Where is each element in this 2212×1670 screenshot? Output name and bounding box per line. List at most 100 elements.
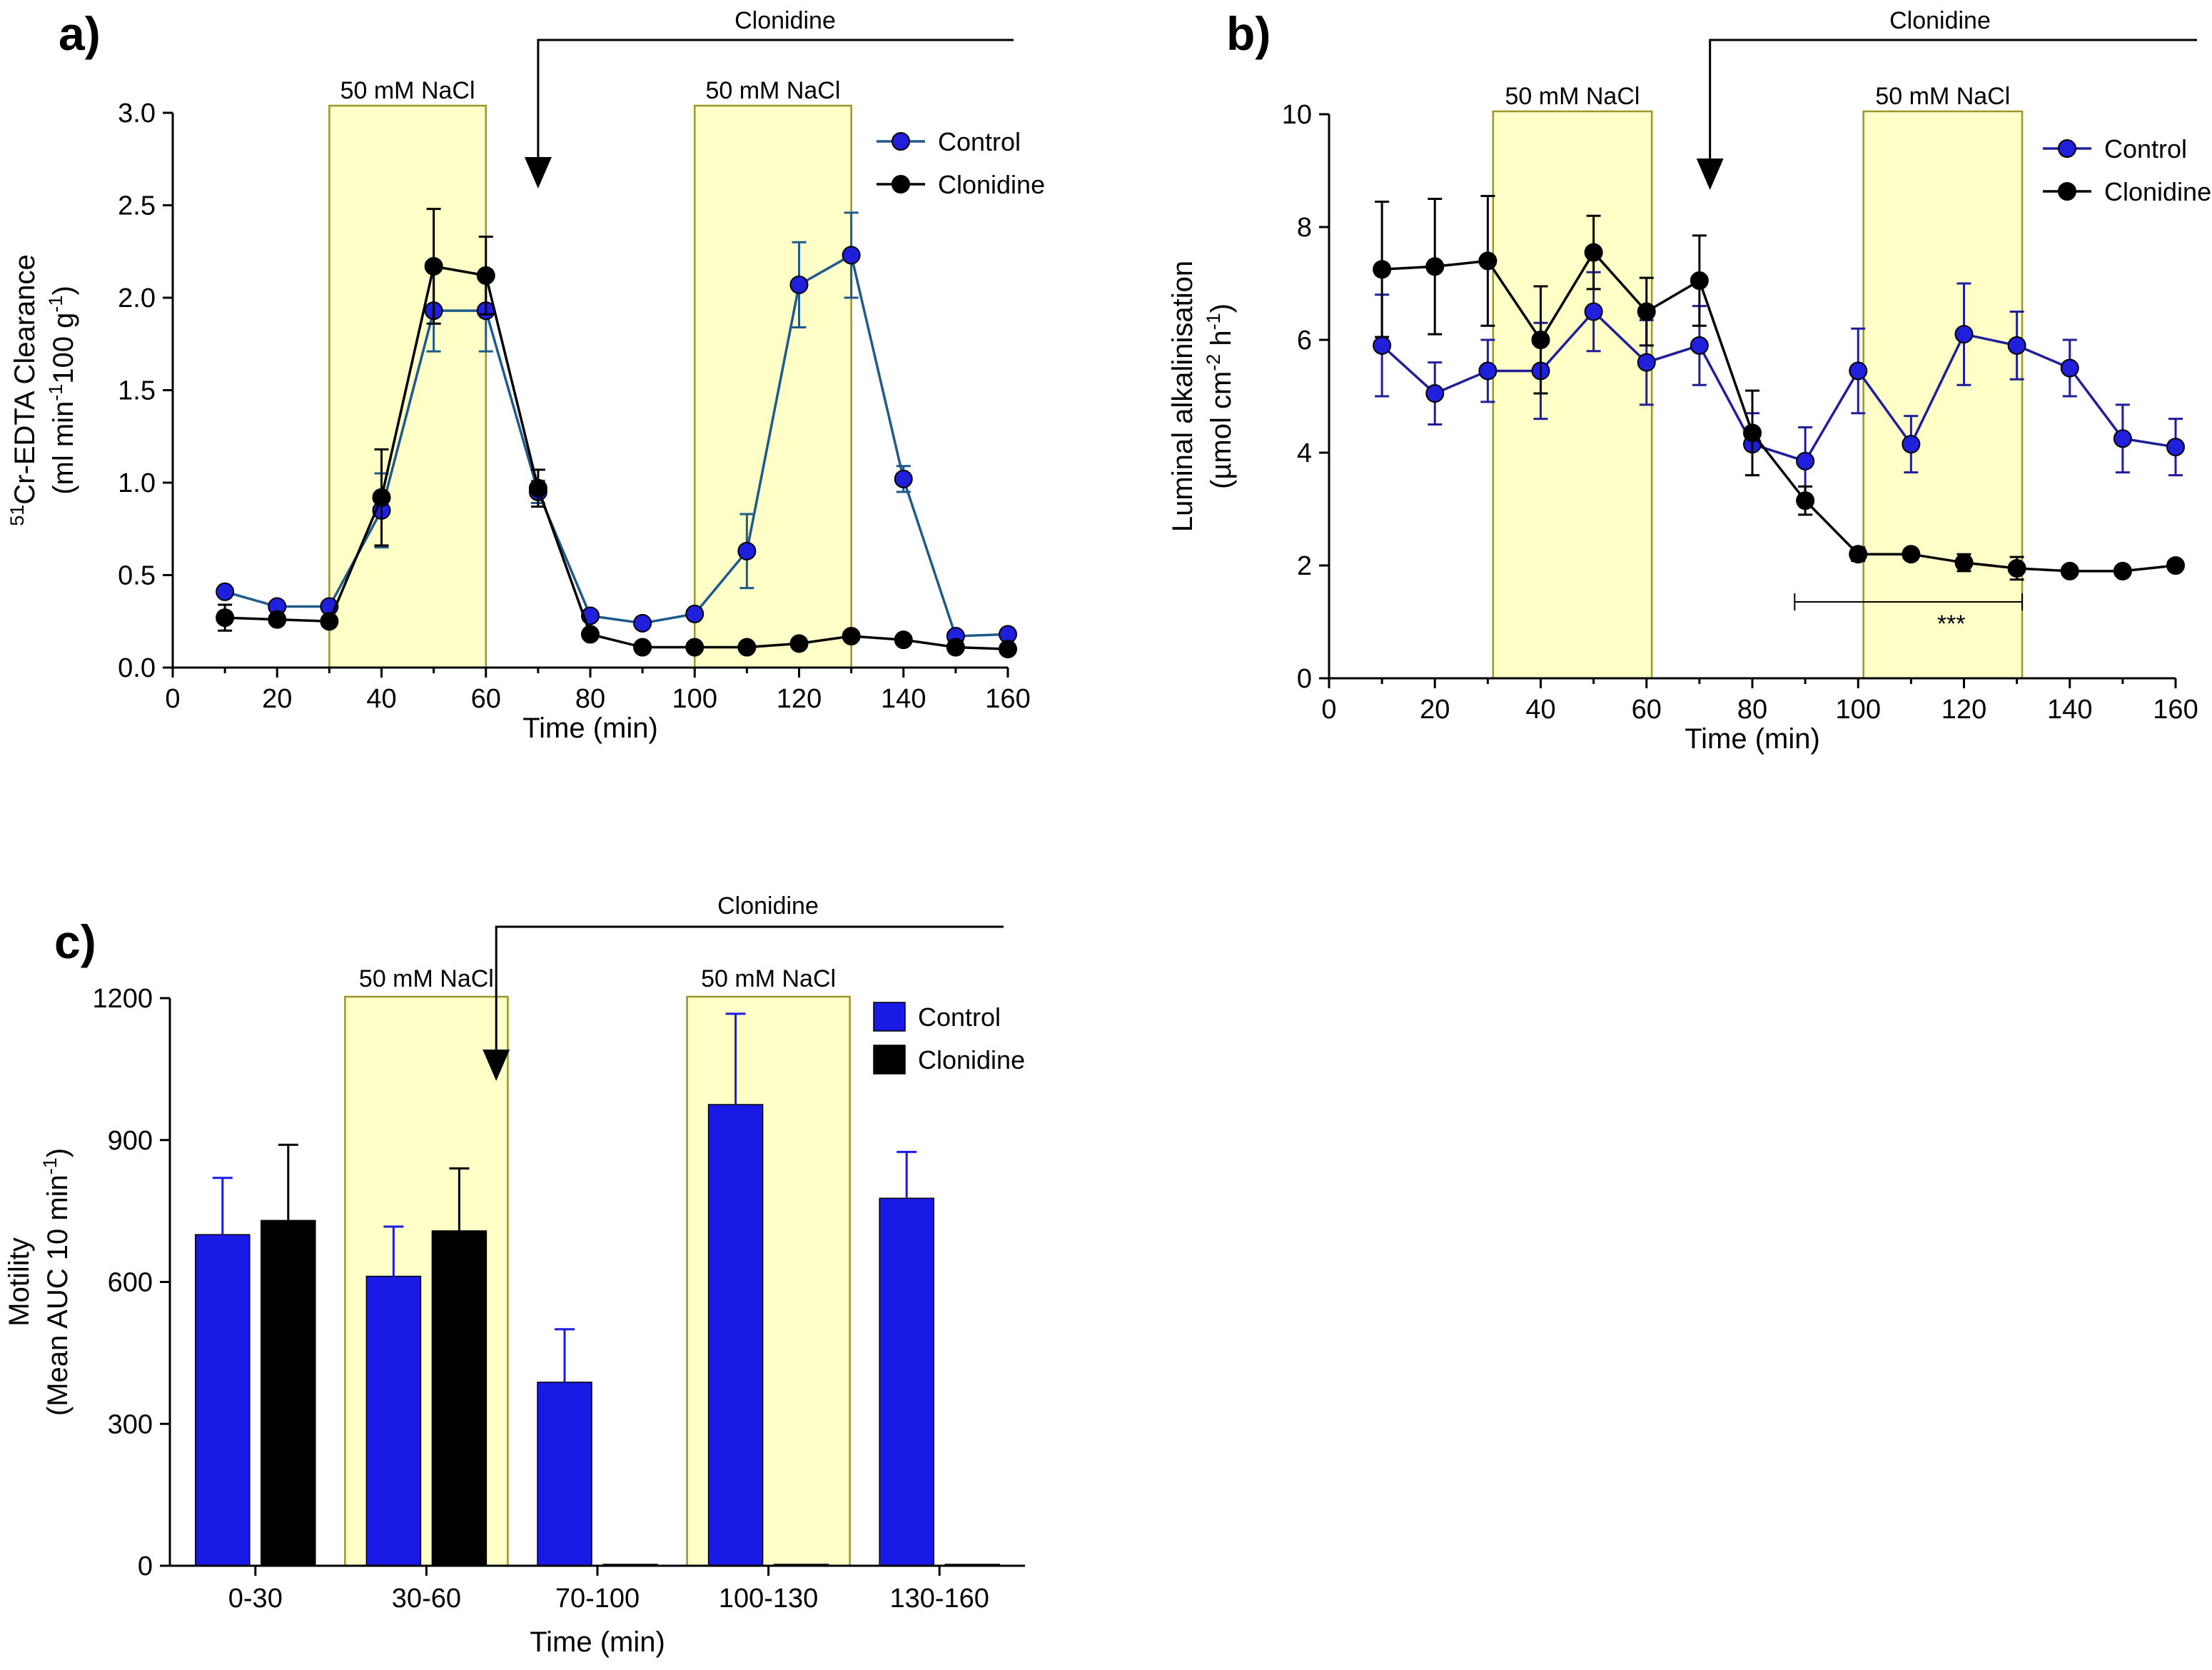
- data-point: [789, 634, 809, 653]
- treatment-label: Clonidine: [1889, 7, 1991, 34]
- series-line: [1380, 309, 2176, 463]
- y-axis-label-text: Cr-EDTA Clearance: [9, 254, 41, 504]
- y-axis-label-superscript: -1: [45, 384, 66, 401]
- y-axis-label-text: 100 g: [48, 313, 79, 384]
- x-tick-label: 0-30: [228, 1584, 283, 1614]
- y-axis-label-line2: (Mean AUC 10 min-1): [39, 1148, 74, 1416]
- data-point: [2007, 336, 2026, 355]
- bar: [537, 1382, 592, 1566]
- data-point: [737, 638, 757, 657]
- y-axis-label-text: ): [48, 286, 79, 295]
- data-point: [424, 256, 443, 276]
- x-tick-label: 60: [471, 684, 501, 714]
- x-tick-label: 60: [1632, 695, 1662, 725]
- data-point: [894, 630, 913, 650]
- y-axis-label: Motility (Mean AUC 10 min-1): [4, 1148, 74, 1416]
- x-tick-label: 30-60: [392, 1584, 461, 1614]
- data-point: [999, 640, 1017, 659]
- treatment-label: Clonidine: [734, 7, 836, 34]
- data-point: [633, 613, 652, 633]
- data-point: [2007, 558, 2026, 578]
- y-tick-label: 900: [108, 1126, 153, 1156]
- data-point: [1902, 435, 1921, 454]
- data-point: [1373, 336, 1392, 355]
- data-point: [2060, 561, 2079, 580]
- data-point: [528, 478, 547, 498]
- y-axis-label-text: ): [1206, 303, 1237, 313]
- y-axis-label: Luminal alkalinisation (µmol cm-2 h-1): [1167, 261, 1237, 532]
- nacl-band-label: 50 mM NaCl: [1875, 83, 2010, 110]
- data-point: [1743, 423, 1762, 443]
- y-tick-label: 600: [108, 1268, 153, 1298]
- data-point: [1849, 361, 1868, 381]
- data-point: [581, 625, 600, 644]
- panel-label: a): [59, 7, 101, 60]
- y-axis-label-line2: (ml min-1100 g-1): [45, 286, 79, 495]
- x-tick-label: 20: [1420, 695, 1450, 725]
- y-axis-label-text: (ml min: [48, 401, 79, 495]
- data-point: [320, 612, 339, 631]
- data-point: [1954, 325, 1974, 344]
- significance-label: ***: [1937, 610, 1966, 638]
- y-axis-label-superscript: -2: [1203, 354, 1224, 371]
- data-point: [2166, 556, 2185, 575]
- data-point: [737, 541, 757, 560]
- nacl-band: [1492, 110, 1653, 680]
- panel-label: c): [54, 915, 96, 968]
- data-point: [2060, 358, 2079, 378]
- y-tick-label: 300: [108, 1409, 153, 1439]
- x-tick-label: 40: [366, 684, 396, 714]
- data-point: [1425, 384, 1445, 403]
- y-axis-label-text: (Mean AUC 10 min: [42, 1174, 74, 1416]
- legend-label: Clonidine: [938, 170, 1045, 199]
- y-axis-label-text: (µmol cm: [1206, 371, 1237, 489]
- treatment-arrowhead: [524, 157, 552, 188]
- y-tick-label: 3.0: [118, 99, 156, 129]
- data-point: [216, 582, 235, 601]
- y-tick-label: 6: [1297, 326, 1312, 356]
- data-point: [1954, 553, 1974, 573]
- y-tick-label: 2: [1297, 551, 1312, 581]
- y-tick-label: 0: [138, 1551, 153, 1581]
- y-axis-label-superscript: -1: [1203, 313, 1224, 330]
- x-axis-label: Time (min): [522, 713, 658, 744]
- x-tick-label: 0: [165, 684, 180, 714]
- y-tick-label: 8: [1297, 213, 1312, 243]
- data-point: [842, 246, 861, 265]
- x-tick-label: 40: [1525, 695, 1555, 725]
- y-tick-label: 1.0: [118, 468, 156, 498]
- bar: [707, 1104, 764, 1566]
- data-point: [1584, 243, 1603, 262]
- treatment-line: [537, 39, 1014, 157]
- bar: [261, 1219, 316, 1566]
- legend-swatch: [873, 1045, 906, 1075]
- nacl-band: [694, 104, 852, 669]
- y-axis-label-text: Motility: [4, 1237, 35, 1326]
- data-point: [1690, 336, 1709, 355]
- data-point: [1478, 251, 1498, 271]
- legend-marker: [2058, 182, 2076, 201]
- series-line: [225, 264, 1009, 650]
- data-point: [1373, 260, 1392, 279]
- legend-label: Control: [2104, 134, 2187, 164]
- data-point: [1796, 491, 1815, 510]
- x-tick-label: 160: [985, 684, 1030, 714]
- y-tick-label: 1200: [92, 984, 153, 1014]
- y-tick-label: 2.0: [118, 283, 156, 313]
- legend-swatch: [873, 1002, 906, 1032]
- x-tick-label: 160: [2153, 695, 2198, 725]
- panel-label: b): [1226, 7, 1271, 60]
- nacl-band-label: 50 mM NaCl: [359, 965, 494, 992]
- x-tick-label: 70-100: [555, 1584, 640, 1614]
- data-point: [685, 604, 704, 623]
- treatment-arrowhead: [1696, 159, 1724, 190]
- x-tick-label: 120: [1941, 695, 1986, 725]
- y-axis-label-line1: Luminal alkalinisation: [1167, 261, 1198, 532]
- y-axis-label-superscript: -1: [39, 1157, 61, 1174]
- legend-marker: [892, 132, 910, 151]
- treatment-line: [1709, 39, 2197, 159]
- data-point: [1531, 331, 1550, 349]
- y-axis-label-text: Luminal alkalinisation: [1167, 261, 1198, 532]
- legend-label: Clonidine: [2104, 177, 2211, 206]
